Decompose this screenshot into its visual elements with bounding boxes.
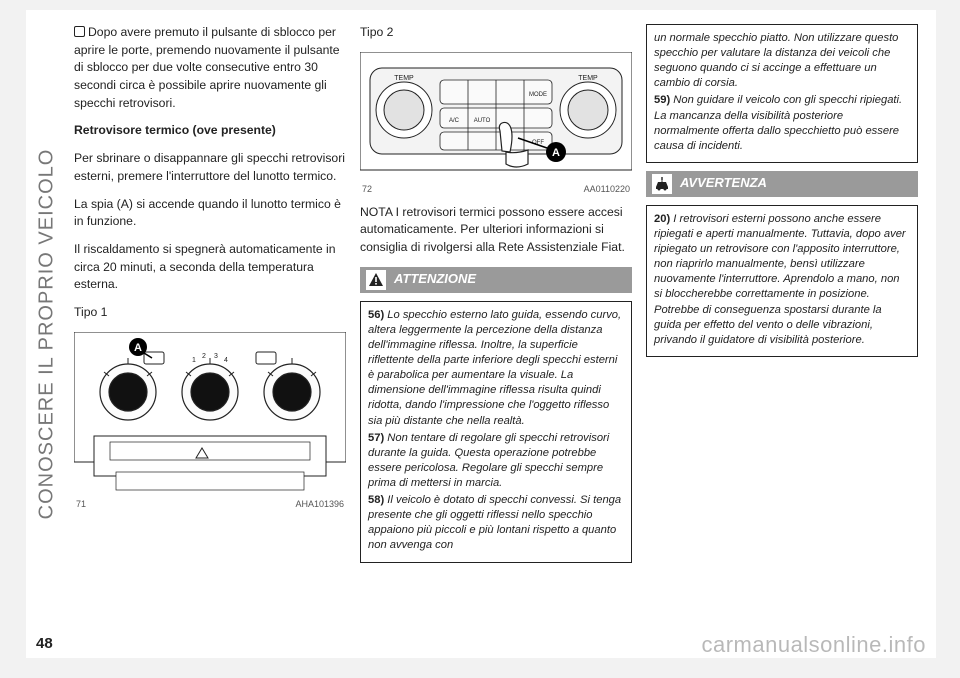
column-3: un normale specchio piatto. Non utilizza…: [646, 24, 918, 650]
callout-a: A: [134, 342, 142, 354]
heading-text: Retrovisore termico (ove presente): [74, 123, 276, 137]
figure-72: TEMP TEMP A/C AUTO MODE OFF: [360, 52, 632, 196]
warning-icon: [366, 270, 386, 290]
figure-caption: 71 AHA101396: [74, 497, 346, 511]
heading: Retrovisore termico (ove presente): [74, 122, 346, 140]
svg-text:4: 4: [224, 357, 228, 364]
svg-text:2: 2: [202, 353, 206, 360]
paragraph: NOTA I retrovisori termici possono esser…: [360, 204, 632, 257]
content-area: Dopo avere premuto il pulsante di sblocc…: [68, 10, 936, 658]
manual-page: CONOSCERE IL PROPRIO VEICOLO Dopo avere …: [26, 10, 936, 658]
avvertenza-bar: AVVERTENZA: [646, 171, 918, 197]
avvertenza-box: 20) I retrovisori esterni possono anche …: [646, 205, 918, 357]
warning-58: 58) Il veicolo è dotato di specchi conve…: [368, 493, 624, 553]
svg-text:MODE: MODE: [529, 92, 547, 98]
hvac-panel-illustration: 12 34 A: [74, 332, 346, 497]
paragraph: La spia (A) si accende quando il lunotto…: [74, 196, 346, 231]
warning-57: 57) Non tentare di regolare gli specchi …: [368, 431, 624, 491]
figure-code: AA0110220: [584, 183, 630, 196]
attenzione-label: ATTENZIONE: [394, 270, 476, 289]
column-1: Dopo avere premuto il pulsante di sblocc…: [74, 24, 346, 650]
svg-text:TEMP: TEMP: [578, 75, 598, 82]
spine: CONOSCERE IL PROPRIO VEICOLO: [26, 10, 68, 658]
section-label: CONOSCERE IL PROPRIO VEICOLO: [36, 149, 59, 520]
figure-number: 72: [362, 183, 372, 196]
svg-text:1: 1: [192, 357, 196, 364]
attenzione-bar: ATTENZIONE: [360, 267, 632, 293]
svg-text:A: A: [552, 147, 560, 159]
svg-text:3: 3: [214, 353, 218, 360]
watermark: carmanualsonline.info: [701, 632, 926, 658]
figure-71: 12 34 A: [74, 332, 346, 511]
page-number: 48: [36, 635, 53, 652]
figure-code: AHA101396: [295, 498, 344, 511]
svg-text:TEMP: TEMP: [394, 75, 414, 82]
paragraph: Per sbrinare o disappannare gli specchi …: [74, 150, 346, 185]
notice-20: 20) I retrovisori esterni possono anche …: [654, 212, 910, 348]
attenzione-box: 56) Lo specchio esterno lato guida, esse…: [360, 301, 632, 563]
figure-number: 71: [76, 498, 86, 511]
avvertenza-label: AVVERTENZA: [680, 174, 767, 193]
tipo-label: Tipo 2: [360, 24, 632, 42]
svg-text:A/C: A/C: [449, 118, 460, 124]
warning-56: 56) Lo specchio esterno lato guida, esse…: [368, 308, 624, 429]
column-2: Tipo 2 TEMP TEMP: [360, 24, 632, 650]
car-warning-icon: [652, 174, 672, 194]
text: Dopo avere premuto il pulsante di sblocc…: [74, 25, 340, 110]
unlock-icon: [74, 26, 85, 37]
figure-caption: 72 AA0110220: [360, 182, 632, 196]
tipo-label: Tipo 1: [74, 304, 346, 322]
attenzione-box-continued: un normale specchio piatto. Non utilizza…: [646, 24, 918, 163]
svg-text:AUTO: AUTO: [474, 118, 491, 124]
warning-58-cont: un normale specchio piatto. Non utilizza…: [654, 31, 910, 91]
paragraph: Il riscaldamento si spegnerà automaticam…: [74, 241, 346, 294]
paragraph: Dopo avere premuto il pulsante di sblocc…: [74, 24, 346, 112]
warning-59: 59) Non guidare il veicolo con gli specc…: [654, 93, 910, 153]
climate-panel-illustration: TEMP TEMP A/C AUTO MODE OFF: [360, 52, 632, 182]
